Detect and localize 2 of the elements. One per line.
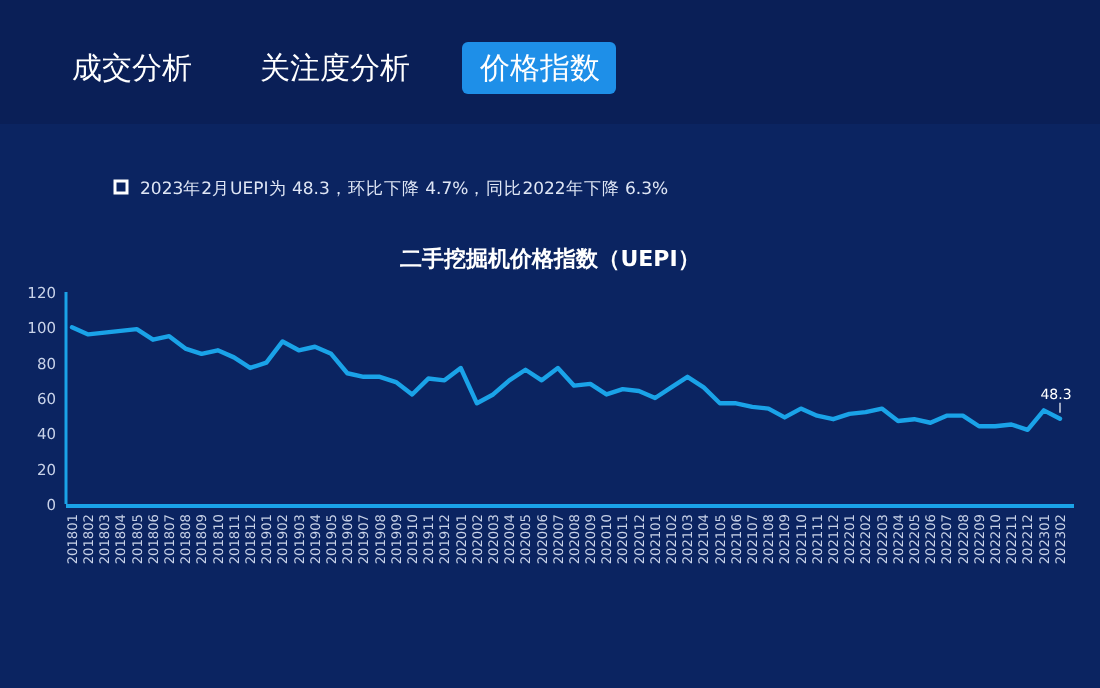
chart-title: 二手挖掘机价格指数（UEPI） [400, 246, 700, 272]
chart-subtitle: 2023年2月UEPI为 48.3，环比下降 4.7%，同比2022年下降 6.3% [140, 178, 669, 200]
